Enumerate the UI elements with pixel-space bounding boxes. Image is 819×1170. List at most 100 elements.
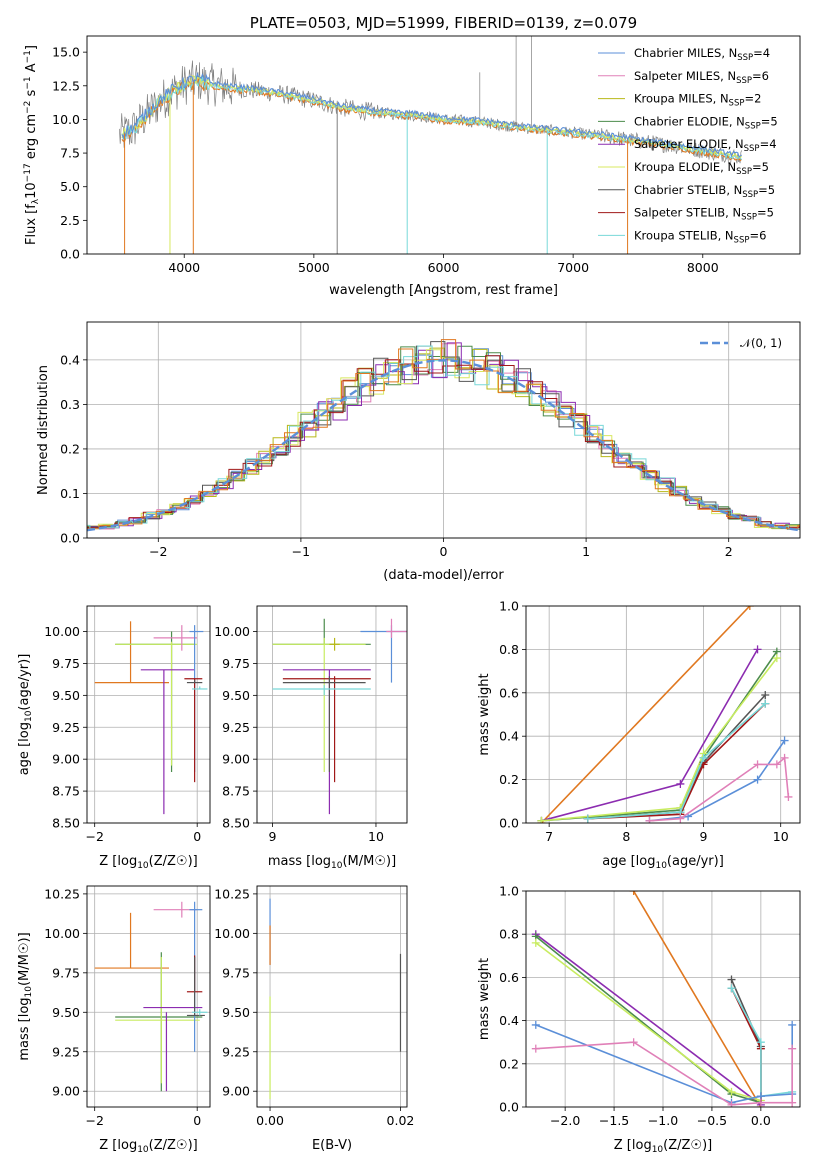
axes-frame bbox=[86, 35, 801, 255]
errorbar-point bbox=[115, 641, 198, 766]
y-tick-label: 0.6 bbox=[499, 970, 519, 985]
legend: 𝒩(0, 1) bbox=[700, 336, 782, 350]
plus-marker bbox=[629, 891, 638, 895]
legend-entry: Chabrier STELIB, NSSP=5 bbox=[634, 183, 775, 200]
mass-weight-line bbox=[730, 987, 793, 1098]
plus-marker bbox=[537, 816, 546, 823]
legend-entry: 𝒩(0, 1) bbox=[740, 336, 782, 350]
x-axis-label-main: Z [log bbox=[99, 854, 137, 869]
y-axis-label-main: mass weight bbox=[477, 673, 492, 755]
y-tick-label: 0.2 bbox=[499, 1056, 519, 1071]
y-axis-label-part: 10 bbox=[24, 182, 39, 199]
y-tick-label: 1.0 bbox=[499, 884, 519, 899]
errorbar-point bbox=[153, 625, 198, 651]
x-tick-label: 0.0 bbox=[751, 1113, 771, 1128]
errorbar-point bbox=[192, 686, 208, 690]
model-spectrum-line bbox=[121, 71, 743, 158]
legend-text: Chabrier ELODIE, N bbox=[634, 114, 745, 128]
y-tick-label: 9.00 bbox=[222, 752, 250, 767]
histogram-step bbox=[87, 345, 800, 529]
plus-marker bbox=[788, 1044, 797, 1053]
y-tick-label: 9.50 bbox=[52, 1005, 80, 1020]
x-axis-label-sub: 10 bbox=[652, 1145, 664, 1155]
plus-marker bbox=[699, 753, 708, 762]
y-tick-label: 0.2 bbox=[499, 772, 519, 787]
axes-frame bbox=[525, 605, 801, 824]
y-tick-label: 0.8 bbox=[499, 927, 519, 942]
y-tick-label: 9.25 bbox=[222, 1044, 250, 1059]
legend-tail: =4 bbox=[753, 46, 770, 60]
plus-marker bbox=[756, 1038, 765, 1047]
y-tick-label: 10.00 bbox=[44, 624, 80, 639]
plus-marker bbox=[772, 654, 781, 663]
legend-entry: Kroupa STELIB, NSSP=6 bbox=[634, 228, 766, 245]
x-axis-label-sub: 10 bbox=[137, 1145, 149, 1155]
mass-weight-line bbox=[535, 942, 762, 1102]
x-tick-label: 4000 bbox=[168, 260, 200, 275]
mass-weight-line bbox=[587, 702, 766, 820]
legend-text: Kroupa ELODIE, N bbox=[634, 160, 736, 174]
axes-frame bbox=[86, 885, 211, 1108]
x-tick-label: −2 bbox=[85, 829, 103, 844]
panel-age_vs_mass: 9 10 8.50 8.75 9.00 9.25 9.50 9.75 10.00 mass [lo… bbox=[214, 605, 408, 871]
x-tick-label: 7000 bbox=[557, 260, 589, 275]
x-tick-label: −1.0 bbox=[648, 1113, 678, 1128]
y-tick-label: 15.0 bbox=[52, 45, 80, 60]
legend-tail: =5 bbox=[752, 160, 769, 174]
y-tick-label: 8.50 bbox=[222, 816, 250, 831]
legend-entry: Salpeter MILES, NSSP=6 bbox=[634, 69, 769, 86]
legend-tail: =5 bbox=[761, 114, 778, 128]
y-axis-label: Flux [fλ10−17 erg cm−2 s−1 A−1] bbox=[23, 45, 41, 245]
plus-marker bbox=[753, 645, 762, 654]
legend-sub: SSP bbox=[741, 213, 757, 223]
x-axis-label: Z [log10(Z/Z☉)] bbox=[99, 854, 197, 871]
histogram-step bbox=[87, 339, 800, 530]
x-axis-label-tail: (age/yr)] bbox=[667, 854, 724, 869]
x-axis-label-tail: (Z/Z☉)] bbox=[663, 1138, 712, 1153]
y-axis-label-main: age [log bbox=[17, 722, 32, 775]
y-tick-label: 9.50 bbox=[52, 688, 80, 703]
errorbar-point bbox=[186, 957, 205, 1017]
y-axis-label-sub: 10 bbox=[24, 710, 34, 722]
plus-marker bbox=[676, 814, 685, 823]
plus-marker bbox=[788, 1098, 797, 1107]
x-axis-label: Z [log10(Z/Z☉)] bbox=[99, 1138, 197, 1155]
y-tick-label: 9.25 bbox=[222, 720, 250, 735]
legend-text: Chabrier STELIB, N bbox=[634, 183, 742, 197]
x-tick-label: 9 bbox=[700, 829, 708, 844]
x-tick-label: 0.02 bbox=[387, 1113, 415, 1128]
errorbar-point bbox=[94, 621, 169, 684]
y-axis-label-part: −17 bbox=[23, 163, 33, 182]
x-tick-label: 0 bbox=[193, 829, 201, 844]
legend-text: Salpeter ELODIE, N bbox=[634, 137, 744, 151]
x-tick-label: 6000 bbox=[428, 260, 460, 275]
x-axis-label: mass [log10(M/M☉)] bbox=[268, 854, 396, 871]
x-axis-label-main: age [log bbox=[602, 854, 655, 869]
mass-weight-line bbox=[587, 694, 766, 820]
y-axis-label-sub: 10 bbox=[24, 986, 34, 998]
mass-weight-line bbox=[535, 933, 762, 1106]
x-tick-label: −0.5 bbox=[697, 1113, 727, 1128]
panel-residuals: −2 −1 0 1 2 0.0 0.1 0.2 0.3 0.4 (data-model)/error… bbox=[36, 321, 801, 583]
histogram-step bbox=[87, 343, 800, 530]
errorbar-point bbox=[115, 957, 200, 1084]
panel-spectrum: 4000 5000 6000 7000 8000 0.0 2.5 5.0 7.5 10.0 12.5… bbox=[23, 14, 801, 298]
plot-area bbox=[531, 891, 797, 1107]
y-tick-label: 5.0 bbox=[60, 179, 80, 194]
y-axis-label-part: ] bbox=[24, 45, 39, 50]
plus-marker bbox=[745, 606, 754, 610]
errorbar-point bbox=[282, 676, 371, 783]
y-axis-label: age [log10(age/yr)] bbox=[17, 654, 34, 776]
mass-weight-line bbox=[587, 703, 766, 820]
y-tick-label: 0.6 bbox=[499, 685, 519, 700]
y-tick-label: 9.75 bbox=[52, 656, 80, 671]
plus-marker bbox=[583, 814, 592, 823]
y-tick-label: 9.00 bbox=[52, 1084, 80, 1099]
y-tick-label: 0.1 bbox=[60, 486, 80, 501]
x-axis-label: wavelength [Angstrom, rest frame] bbox=[329, 283, 558, 298]
plus-marker bbox=[645, 816, 654, 823]
